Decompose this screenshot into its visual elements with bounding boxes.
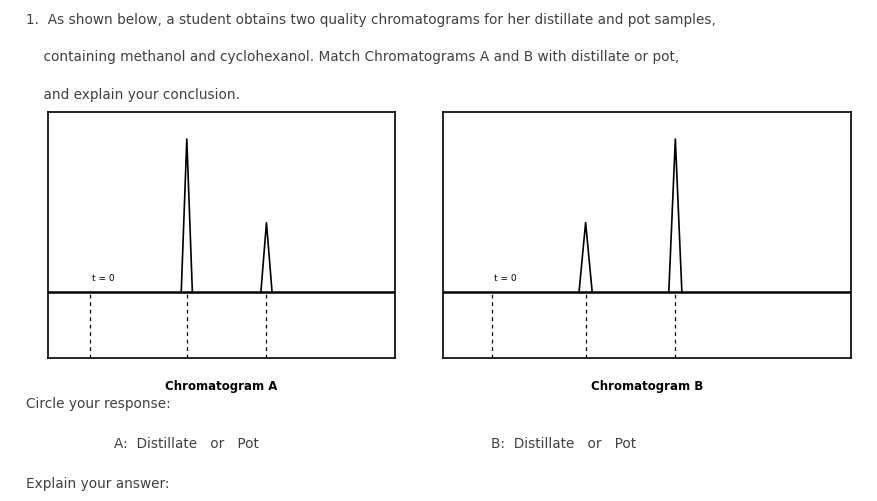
Text: A:  Distillate   or   Pot: A: Distillate or Pot: [114, 436, 259, 450]
Text: and explain your conclusion.: and explain your conclusion.: [26, 88, 240, 102]
Text: Chromatogram A: Chromatogram A: [165, 379, 278, 392]
Text: t = 0: t = 0: [494, 273, 517, 282]
Text: Chromatogram B: Chromatogram B: [591, 379, 702, 392]
Text: 1.  As shown below, a student obtains two quality chromatograms for her distilla: 1. As shown below, a student obtains two…: [26, 13, 717, 27]
Text: B:  Distillate   or   Pot: B: Distillate or Pot: [491, 436, 636, 450]
Text: Circle your response:: Circle your response:: [26, 396, 171, 410]
Text: t = 0: t = 0: [91, 273, 114, 282]
Text: containing methanol and cyclohexanol. Match Chromatograms A and B with distillat: containing methanol and cyclohexanol. Ma…: [26, 50, 680, 64]
Text: Explain your answer:: Explain your answer:: [26, 476, 170, 490]
